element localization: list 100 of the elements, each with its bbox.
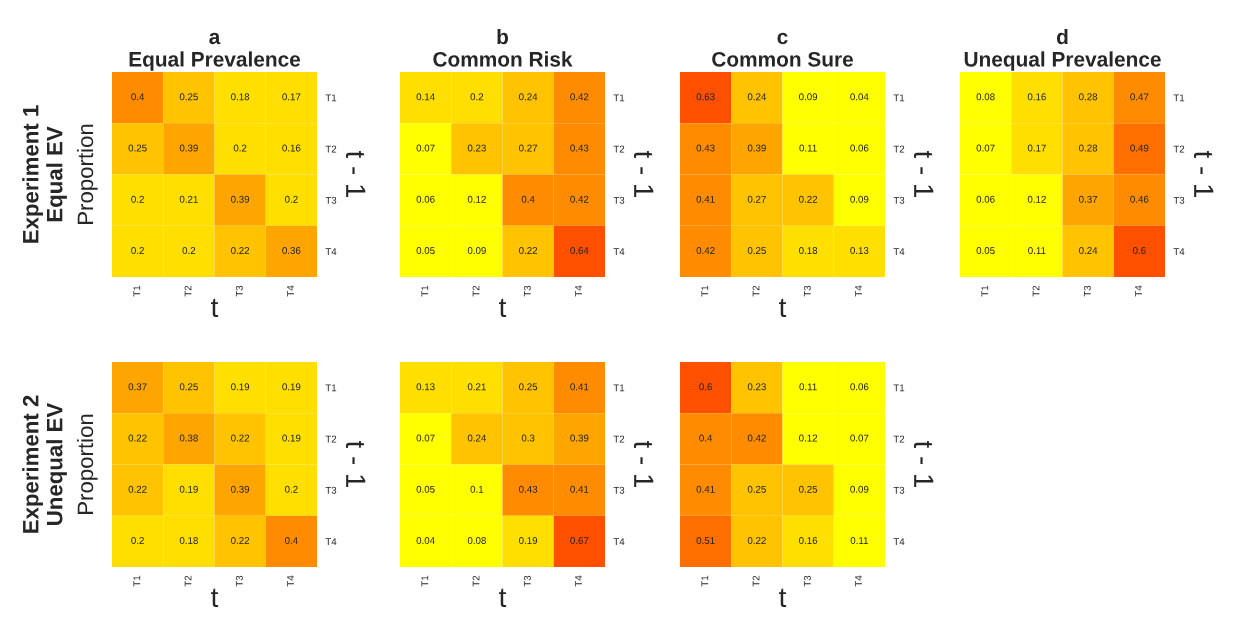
y2-axis-title: t - 1	[345, 441, 366, 488]
x-tick-label: T2	[472, 575, 480, 587]
x-tick-label: T4	[287, 575, 294, 587]
y-tick-label: T1	[613, 94, 625, 102]
data-label: 0.07	[850, 434, 869, 442]
y-tick-label: T3	[893, 486, 905, 494]
data-label: 0.2	[131, 247, 144, 254]
data-label: 0.41	[570, 383, 589, 391]
x-axis-title: t	[499, 298, 507, 318]
y-tick-label: T4	[325, 538, 337, 545]
y-tick-label: T2	[613, 435, 625, 443]
data-label: 0.2	[182, 247, 196, 254]
x-tick-label: T4	[287, 285, 294, 297]
y-tick-label: T2	[613, 145, 625, 153]
data-label: 0.28	[1079, 144, 1098, 152]
data-label: 0.67	[570, 537, 589, 544]
y-tick-label: T4	[613, 538, 625, 545]
chart-title: d Unequal Prevalence	[964, 28, 1161, 71]
y-tick-label: T1	[325, 94, 337, 102]
data-label: 0.21	[467, 383, 486, 391]
data-label: 0.39	[231, 195, 250, 203]
y-tick-label: T4	[893, 248, 905, 255]
data-label: 0.42	[696, 247, 715, 254]
data-label: 0.42	[747, 434, 766, 442]
data-label: 0.18	[179, 537, 198, 544]
data-label: 0.09	[850, 195, 869, 203]
chart-title: c Common Sure	[712, 32, 853, 67]
y-tick-label: T2	[1173, 145, 1185, 153]
x-tick-label: T4	[575, 285, 582, 297]
data-label: 0.13	[416, 383, 435, 391]
x-axis-title: t	[499, 588, 507, 608]
data-label: 0.25	[747, 485, 766, 493]
y-tick-label: T3	[893, 196, 905, 204]
x-tick-label: T2	[1032, 285, 1040, 297]
data-label: 0.06	[416, 195, 435, 203]
x-tick-label: T2	[752, 285, 760, 297]
y-tick-label: T2	[325, 145, 337, 153]
chart-title: b Common Risk	[433, 28, 573, 67]
data-label: 0.19	[282, 434, 301, 442]
x-tick-label: T2	[184, 575, 192, 587]
data-label: 0.16	[1027, 93, 1046, 101]
data-label: 0.09	[467, 247, 486, 254]
x-tick-label: T3	[523, 575, 531, 587]
data-label: 0.2	[285, 485, 298, 493]
data-label: 0.11	[799, 144, 817, 152]
data-label: 0.4	[521, 195, 535, 203]
text: Experiment 2 Unequal EV	[22, 395, 67, 533]
data-label: 0.39	[570, 434, 589, 442]
data-label: 0.43	[570, 144, 589, 152]
data-label: 0.16	[799, 537, 818, 544]
data-label: 0.19	[519, 537, 538, 544]
x-tick-label: T1	[981, 285, 989, 297]
y-tick-label: T1	[1173, 94, 1185, 102]
x-axis-title: t	[211, 588, 219, 608]
x-tick-label: T2	[472, 285, 480, 297]
data-label: 0.43	[519, 485, 538, 493]
x-tick-label: T3	[523, 285, 531, 297]
y-tick-label: T3	[1173, 196, 1185, 204]
data-label: 0.2	[131, 195, 144, 203]
y-tick-label: T2	[893, 435, 905, 443]
data-label: 0.46	[1130, 195, 1149, 203]
data-label: 0.21	[179, 195, 198, 203]
data-label: 0.25	[747, 247, 766, 254]
data-label: 0.3	[521, 434, 535, 442]
y-tick-label: T4	[325, 248, 337, 255]
x-tick-label: T3	[803, 285, 811, 297]
y-axis-title: Proportion	[76, 414, 98, 514]
data-label: 0.09	[850, 485, 869, 493]
data-label: 0.22	[799, 195, 818, 203]
x-tick-label: T4	[855, 285, 862, 297]
y2-axis-title: t - 1	[633, 441, 654, 488]
data-label: 0.6	[1133, 247, 1146, 254]
data-label: 0.12	[467, 195, 486, 203]
data-label: 0.25	[128, 144, 147, 152]
y-tick-label: T4	[893, 538, 905, 545]
data-label: 0.37	[128, 383, 147, 391]
data-label: 0.4	[285, 537, 298, 544]
data-label: 0.39	[747, 144, 766, 152]
data-label: 0.06	[850, 144, 869, 152]
y-tick-label: T3	[613, 486, 625, 494]
data-label: 0.43	[696, 144, 715, 152]
data-label: 0.22	[519, 247, 538, 254]
y-tick-label: T4	[1173, 248, 1185, 255]
data-label: 0.22	[231, 434, 250, 442]
y2-axis-title: t - 1	[913, 151, 934, 198]
x-tick-label: T2	[184, 285, 192, 297]
data-label: 0.64	[570, 247, 589, 254]
data-label: 0.05	[416, 485, 435, 493]
y2-axis-title: t - 1	[633, 151, 654, 198]
y-tick-label: T1	[325, 384, 337, 392]
data-label: 0.23	[747, 383, 766, 391]
y-tick-label: T2	[325, 435, 337, 443]
y-tick-label: T3	[613, 196, 625, 204]
data-label: 0.41	[570, 485, 589, 493]
data-label: 0.16	[282, 144, 301, 152]
data-label: 0.11	[799, 383, 817, 391]
data-label: 0.04	[416, 537, 435, 544]
data-label: 0.49	[1130, 144, 1149, 152]
data-label: 0.39	[231, 485, 250, 493]
data-label: 0.51	[696, 537, 715, 544]
